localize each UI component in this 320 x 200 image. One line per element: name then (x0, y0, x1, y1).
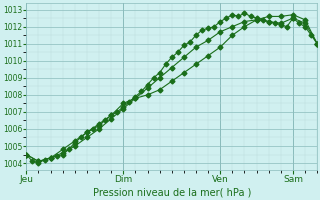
X-axis label: Pression niveau de la mer( hPa ): Pression niveau de la mer( hPa ) (92, 187, 251, 197)
